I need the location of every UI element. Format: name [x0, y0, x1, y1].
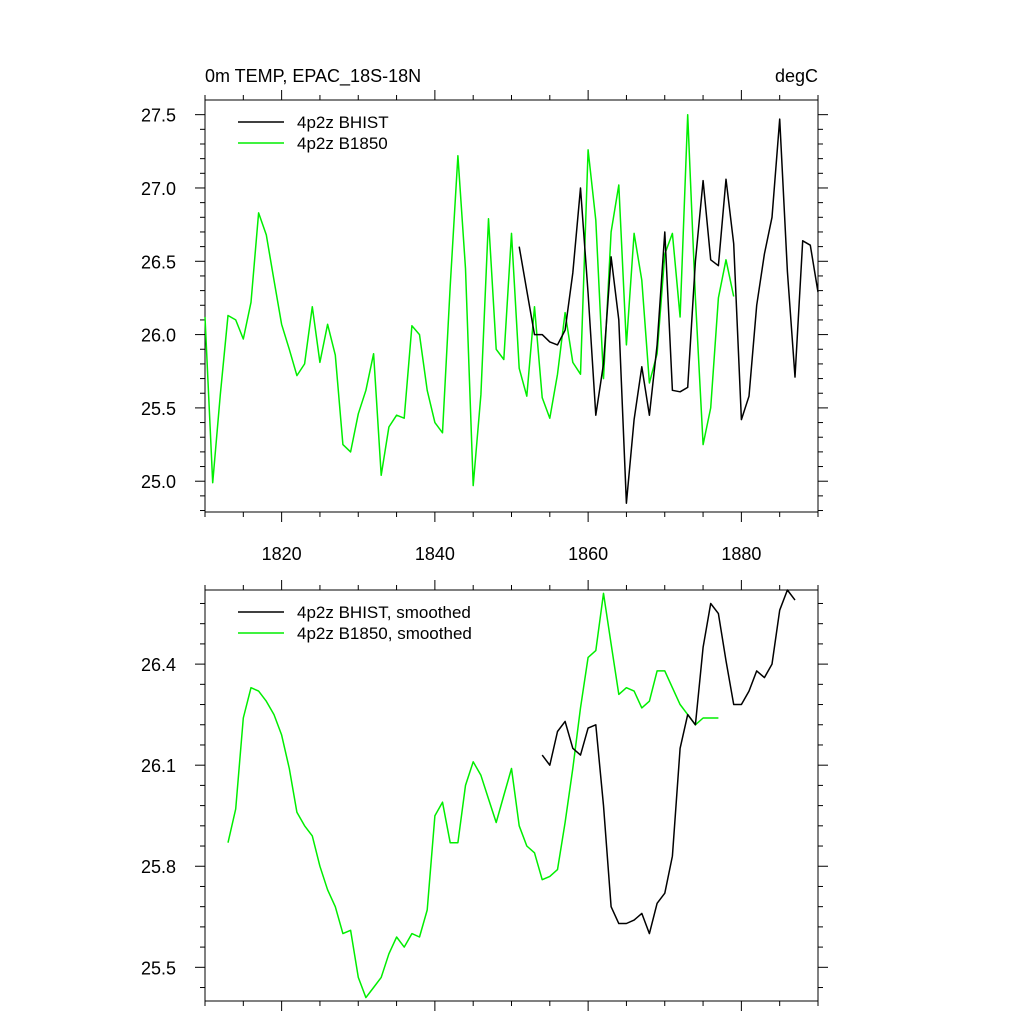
y-tick-label: 25.8 [141, 857, 176, 877]
chart-panel-bottom: 25.5 25.8 26.1 26.4 4p2z BHIST, smoothed 4p2z… [141, 580, 828, 1011]
y-tick-label: 27.5 [141, 106, 176, 126]
chart-panel-top: 0m TEMP, EPAC_18S-18N degC 1820 1840 1860 1… [141, 66, 828, 564]
y-tick-label: 26.5 [141, 252, 176, 272]
x-tick-label: 1860 [568, 544, 608, 564]
y-tick-label: 26.1 [141, 756, 176, 776]
y-tick-label: 27.0 [141, 179, 176, 199]
y-tick-label: 26.4 [141, 655, 176, 675]
legend-label: 4p2z BHIST, smoothed [297, 603, 471, 622]
legend-label: 4p2z BHIST [297, 113, 389, 132]
series-line [204, 113, 735, 487]
plot-frame [204, 589, 819, 1002]
y-tick-label: 25.5 [141, 399, 176, 419]
legend-label: 4p2z B1850 [297, 134, 388, 153]
x-tick-label: 1840 [415, 544, 455, 564]
chart-units: degC [775, 66, 818, 86]
y-tick-label: 26.0 [141, 326, 176, 346]
series-line [541, 589, 796, 935]
y-tick-label: 25.0 [141, 472, 176, 492]
series-line [518, 118, 819, 504]
plot-frame [204, 99, 819, 513]
y-tick-label: 25.5 [141, 958, 176, 978]
legend-label: 4p2z B1850, smoothed [297, 624, 472, 643]
chart-title: 0m TEMP, EPAC_18S-18N [205, 66, 421, 87]
x-tick-label: 1880 [721, 544, 761, 564]
series-line [227, 592, 719, 999]
x-tick-label: 1820 [262, 544, 302, 564]
